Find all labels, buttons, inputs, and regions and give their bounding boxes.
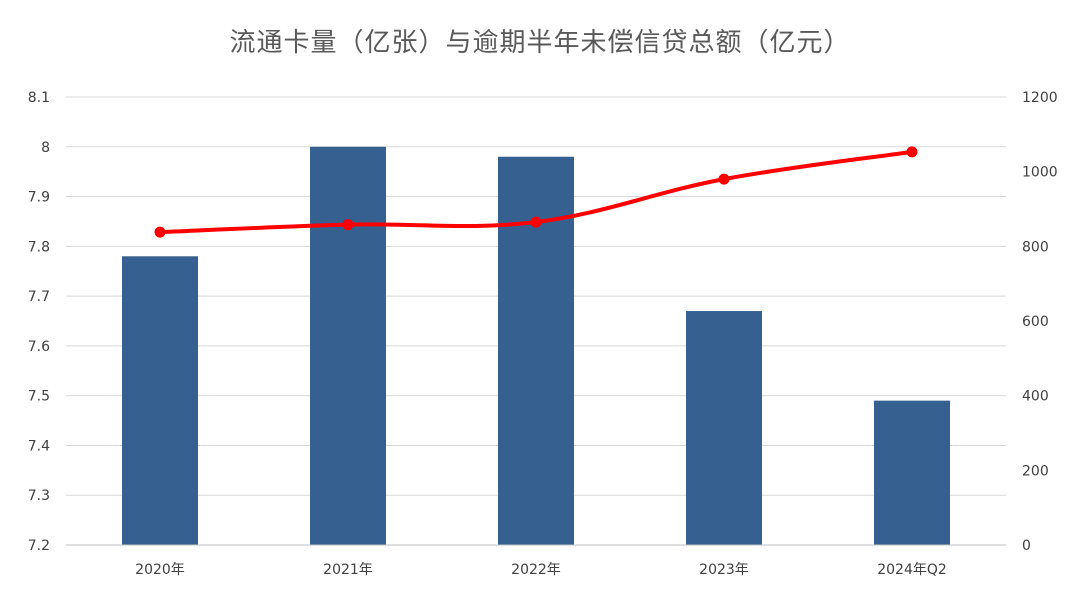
bar-series [122, 146, 950, 545]
bar [498, 156, 574, 545]
right-tick-label: 600 [1022, 314, 1049, 330]
left-tick-label: 8.1 [28, 90, 50, 106]
left-tick-label: 7.4 [28, 438, 50, 454]
line-point [154, 226, 166, 238]
line-point [718, 173, 730, 185]
x-tick-label: 2024年Q2 [877, 562, 947, 578]
left-tick-label: 7.5 [28, 389, 50, 405]
x-tick-label: 2021年 [323, 562, 373, 578]
x-tick-label: 2023年 [699, 562, 749, 578]
right-tick-label: 200 [1022, 463, 1049, 479]
line-series [154, 146, 918, 238]
x-tick-label: 2022年 [511, 562, 561, 578]
left-y-axis: 7.2 7.3 7.4 7.5 7.6 7.7 7.8 7.9 8 8.1 [28, 90, 50, 554]
left-tick-label: 7.9 [28, 190, 50, 206]
chart-title: 流通卡量（亿张）与逾期半年未偿信贷总额（亿元） [229, 28, 851, 58]
left-tick-label: 7.7 [28, 289, 50, 305]
left-tick-label: 7.6 [28, 339, 50, 355]
bar [122, 256, 198, 545]
right-tick-label: 0 [1022, 538, 1031, 554]
bar [310, 146, 386, 545]
left-tick-label: 7.3 [28, 488, 50, 504]
right-tick-label: 1200 [1022, 90, 1058, 106]
right-tick-label: 1000 [1022, 165, 1058, 181]
right-tick-label: 400 [1022, 389, 1049, 405]
left-tick-label: 7.8 [28, 239, 50, 255]
bar [686, 311, 762, 545]
line-point [530, 216, 542, 228]
x-tick-label: 2020年 [135, 562, 185, 578]
right-y-axis: 0 200 400 600 800 1000 1200 [1022, 90, 1058, 554]
right-tick-label: 800 [1022, 239, 1049, 255]
bar [874, 400, 950, 545]
left-tick-label: 7.2 [28, 538, 50, 554]
line-point [906, 146, 918, 158]
line-point [342, 219, 354, 231]
left-tick-label: 8 [41, 140, 50, 156]
x-axis: 2020年 2021年 2022年 2023年 2024年Q2 [66, 544, 1006, 578]
